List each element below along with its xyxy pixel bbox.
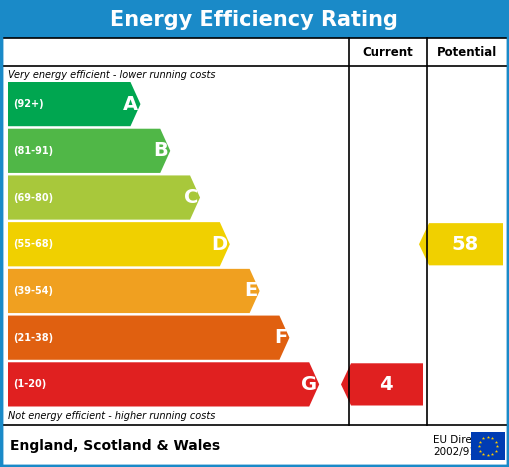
- Bar: [471, 432, 505, 460]
- Text: England, Scotland & Wales: England, Scotland & Wales: [10, 439, 220, 453]
- Text: Energy Efficiency Rating: Energy Efficiency Rating: [110, 10, 398, 30]
- Text: 4: 4: [379, 375, 393, 394]
- Polygon shape: [8, 222, 230, 266]
- Text: F: F: [274, 328, 288, 347]
- Text: Potential: Potential: [437, 45, 497, 58]
- Text: E: E: [244, 282, 258, 300]
- Polygon shape: [341, 363, 423, 405]
- Polygon shape: [8, 176, 200, 219]
- Text: (55-68): (55-68): [13, 239, 53, 249]
- Text: 2002/91/EC: 2002/91/EC: [433, 447, 493, 457]
- Text: D: D: [212, 235, 228, 254]
- Text: B: B: [154, 142, 168, 160]
- Text: (39-54): (39-54): [13, 286, 53, 296]
- Text: (21-38): (21-38): [13, 333, 53, 343]
- Polygon shape: [8, 269, 260, 313]
- Text: (81-91): (81-91): [13, 146, 53, 156]
- Text: Current: Current: [362, 45, 413, 58]
- Polygon shape: [8, 82, 140, 126]
- Text: A: A: [123, 95, 138, 113]
- Polygon shape: [8, 316, 290, 360]
- Text: G: G: [301, 375, 317, 394]
- Polygon shape: [8, 129, 170, 173]
- Text: (1-20): (1-20): [13, 379, 46, 389]
- Text: Not energy efficient - higher running costs: Not energy efficient - higher running co…: [8, 411, 215, 421]
- Text: Very energy efficient - lower running costs: Very energy efficient - lower running co…: [8, 70, 215, 80]
- Polygon shape: [419, 223, 503, 265]
- Text: 58: 58: [451, 235, 478, 254]
- Text: EU Directive: EU Directive: [433, 435, 497, 445]
- Polygon shape: [8, 362, 319, 406]
- Text: C: C: [184, 188, 198, 207]
- Text: (69-80): (69-80): [13, 192, 53, 203]
- Bar: [2, 2, 507, 38]
- Text: (92+): (92+): [13, 99, 44, 109]
